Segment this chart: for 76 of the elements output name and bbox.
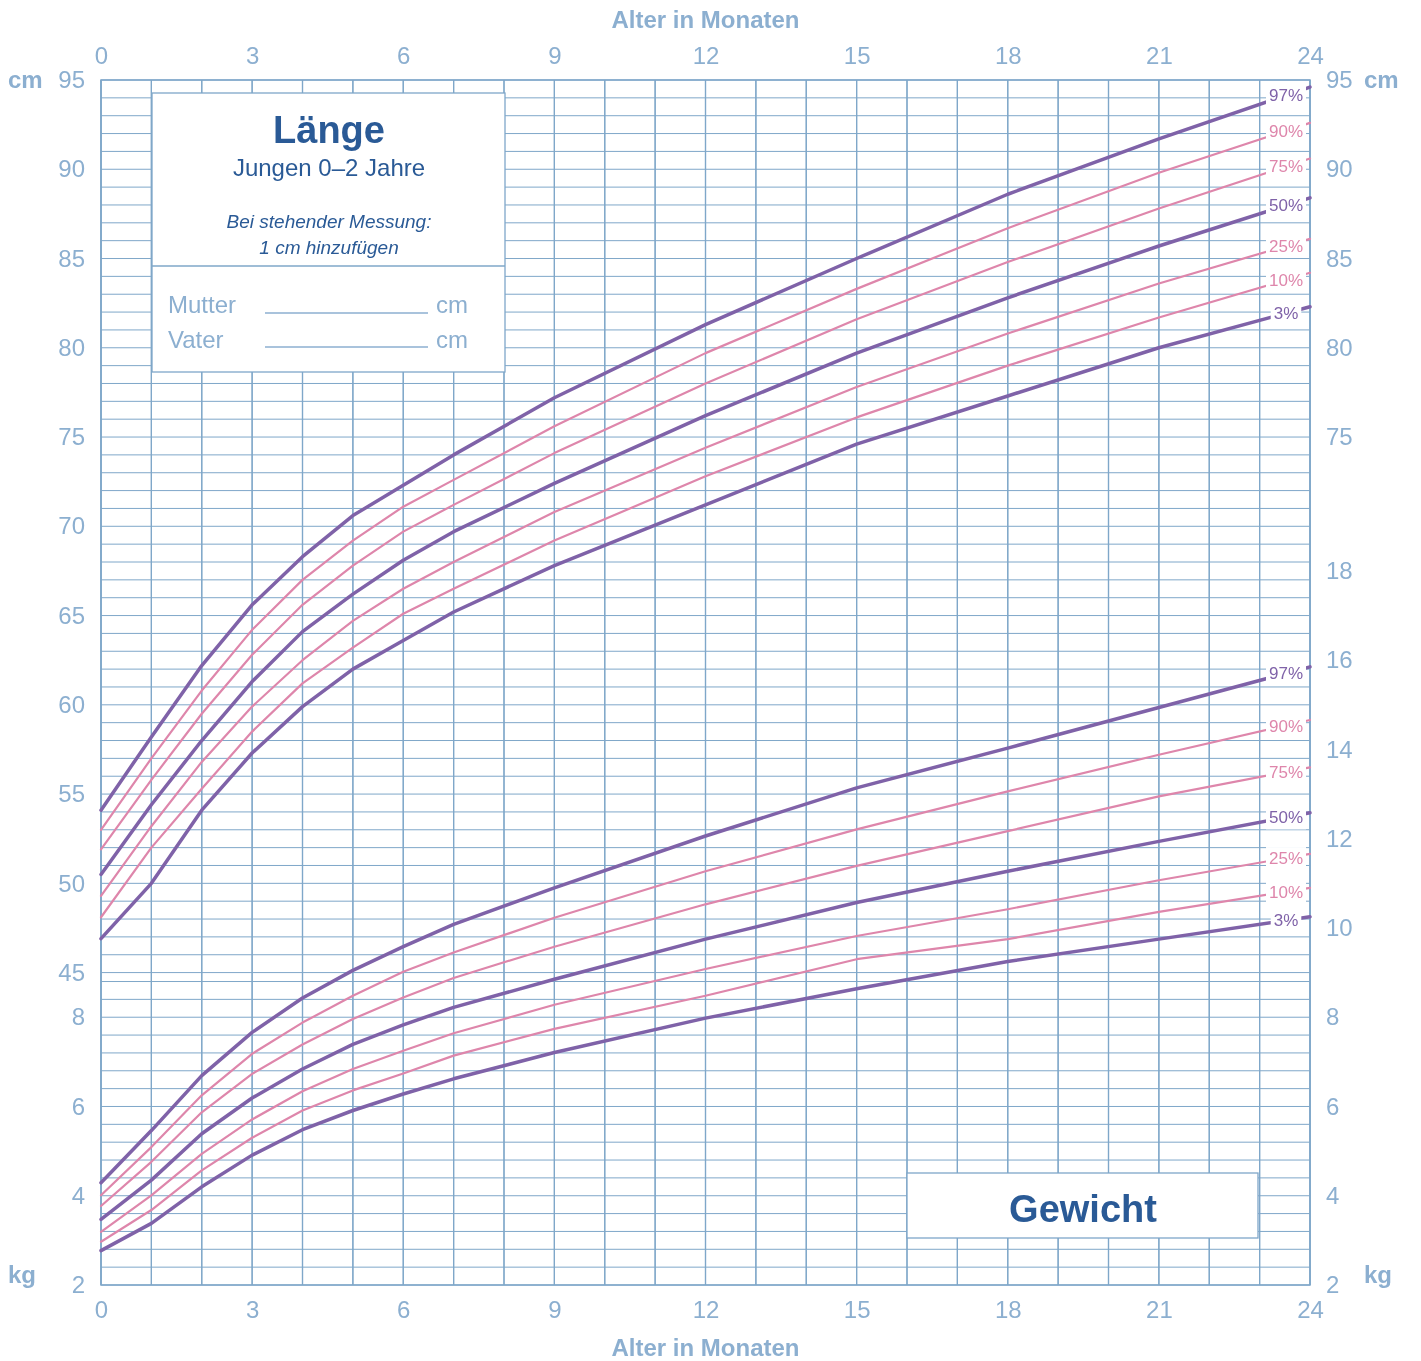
y-tick-label: 95	[58, 66, 85, 94]
series-label: 3%	[1273, 304, 1299, 324]
y2-tick-label: 2	[1326, 1271, 1340, 1299]
y-tick-label: 90	[58, 155, 85, 183]
series-label: 3%	[1273, 911, 1299, 931]
annotation: Bei stehender Messung:	[226, 211, 432, 232]
y-tick-label: 50	[58, 869, 85, 897]
annotation: cm	[436, 326, 468, 353]
y2-axis-title: cm	[1364, 66, 1399, 93]
y-tick-label: 6	[71, 1092, 85, 1120]
y2-tick-label: 14	[1326, 735, 1353, 763]
x2-axis-title: Alter in Monaten	[611, 6, 800, 33]
annotation: cm	[436, 291, 468, 318]
y2-tick-label: 90	[1326, 155, 1353, 183]
x-tick-label: 24	[1297, 1296, 1324, 1324]
series-label: 10%	[1268, 882, 1304, 902]
y2-tick-label: 4	[1326, 1181, 1340, 1209]
y2-tick-label: 18	[1326, 557, 1353, 585]
y2-axis-title: kg	[1364, 1261, 1393, 1288]
y2-tick-label: 16	[1326, 646, 1353, 674]
y-tick-label: 60	[58, 690, 85, 718]
text: Jungen 0–2 Jahre	[232, 154, 426, 181]
y2-tick-label: 10	[1326, 914, 1353, 942]
x2-tick-label: 9	[548, 42, 562, 69]
series-label: 25%	[1268, 236, 1304, 256]
y2-tick-label: 75	[1326, 423, 1353, 451]
y2-tick-label: 8	[1326, 1003, 1340, 1031]
x2-tick-label: 24	[1297, 42, 1324, 69]
y2-tick-label: 95	[1326, 66, 1353, 94]
y-tick-label: 80	[58, 333, 85, 361]
x2-tick-label: 6	[397, 42, 411, 69]
x-tick-label: 9	[548, 1296, 562, 1324]
y-tick-label: 2	[71, 1271, 85, 1299]
x-tick-label: 0	[94, 1296, 109, 1324]
annotation: Mutter	[168, 291, 237, 318]
series-label: 10%	[1268, 270, 1304, 290]
y2-tick-label: 80	[1326, 333, 1353, 361]
series-label: 97%	[1268, 664, 1304, 684]
series-label: 97%	[1268, 86, 1304, 106]
x-axis-title: Alter in Monaten	[611, 1334, 800, 1361]
y-tick-label: 75	[58, 423, 85, 451]
y2-tick-label: 85	[1326, 244, 1353, 272]
x-tick-label: 21	[1146, 1296, 1173, 1324]
x2-tick-label: 0	[94, 42, 109, 69]
series-label: 25%	[1268, 849, 1304, 869]
series-label: 75%	[1268, 157, 1304, 177]
x-tick-label: 15	[843, 1296, 871, 1324]
x-tick-label: 6	[397, 1296, 411, 1324]
x-tick-label: 3	[245, 1296, 260, 1324]
series-label: 50%	[1268, 808, 1304, 828]
text: Gewicht	[1009, 1188, 1158, 1230]
annotation: Vater	[168, 326, 224, 353]
series-label: 50%	[1268, 196, 1304, 216]
series-label: 75%	[1268, 762, 1304, 782]
series-label: 90%	[1268, 121, 1304, 141]
x2-tick-label: 18	[994, 42, 1022, 69]
y-axis-title: cm	[8, 66, 43, 93]
x2-tick-label: 12	[692, 42, 720, 69]
y-tick-label: 45	[58, 958, 85, 986]
x2-tick-label: 3	[245, 42, 260, 69]
x-tick-label: 12	[692, 1296, 720, 1324]
y-axis-title: kg	[8, 1261, 37, 1288]
y-tick-label: 85	[58, 244, 85, 272]
y2-tick-label: 12	[1326, 824, 1353, 852]
y-tick-label: 4	[71, 1181, 85, 1209]
x2-tick-label: 15	[843, 42, 871, 69]
x2-tick-label: 21	[1146, 42, 1173, 69]
x-tick-label: 18	[994, 1296, 1022, 1324]
y-tick-label: 70	[58, 512, 85, 540]
annotation: 1 cm hinzufügen	[259, 237, 399, 258]
series-label: 90%	[1268, 716, 1304, 736]
y2-tick-label: 6	[1326, 1092, 1340, 1120]
y-tick-label: 8	[71, 1003, 85, 1031]
y-tick-label: 55	[58, 780, 85, 808]
text: Länge	[273, 109, 385, 151]
y-tick-label: 65	[58, 601, 85, 629]
